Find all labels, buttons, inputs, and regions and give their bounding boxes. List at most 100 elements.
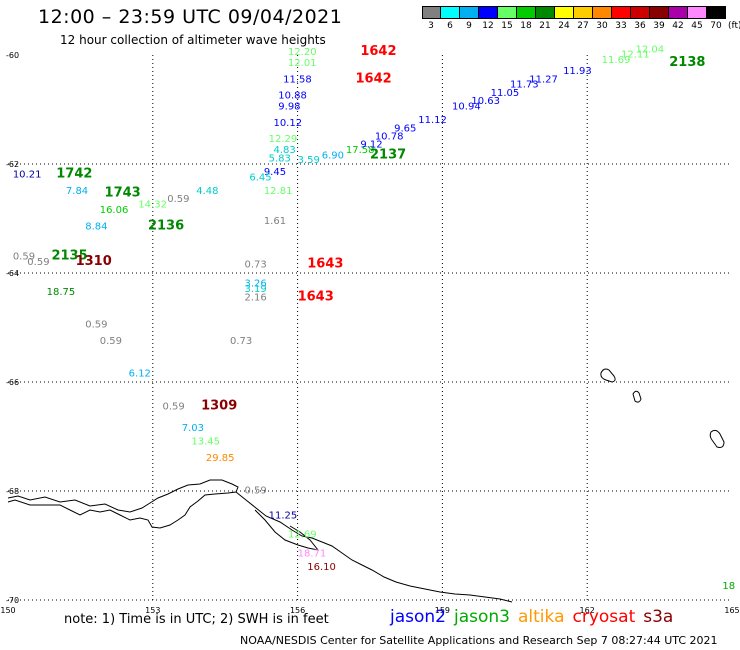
wave-height-label: 1.61 <box>264 216 286 227</box>
colorbar-label: 6 <box>447 21 453 31</box>
wave-height-label: 16.06 <box>100 205 129 216</box>
wave-height-label: 11.93 <box>563 66 592 77</box>
lat-tick-label: -66 <box>6 378 19 387</box>
wave-height-label: 13.45 <box>191 437 220 448</box>
colorbar-label: 9 <box>466 21 472 31</box>
colorbar-swatch <box>422 6 441 19</box>
pass-time-label: 1742 <box>56 167 92 182</box>
wave-height-label: 6.90 <box>322 151 344 162</box>
colorbar-swatch <box>593 6 612 19</box>
legend-jason3: jason3 <box>454 607 510 627</box>
colorbar-label: 39 <box>653 21 665 31</box>
satellite-legend: jason2 jason3 altika cryosat s3a <box>390 607 681 627</box>
wave-height-label: 11.12 <box>418 115 447 126</box>
colorbar-label: 45 <box>691 21 703 31</box>
lon-tick-label: 165 <box>724 606 739 615</box>
colorbar-label: 27 <box>577 21 589 31</box>
colorbar-label: 12 <box>482 21 494 31</box>
wave-height-label: 0.59 <box>100 336 122 347</box>
wave-height-label: 10.21 <box>13 170 42 181</box>
colorbar-label: 15 <box>501 21 513 31</box>
wave-height-label: 11.05 <box>491 88 520 99</box>
wave-height-label: 12.69 <box>288 529 317 540</box>
wave-height-label: 3.19 <box>245 284 267 295</box>
wave-height-label: 9.98 <box>278 102 300 113</box>
page-subtitle: 12 hour collection of altimeter wave hei… <box>60 33 326 47</box>
wave-height-label: 11.25 <box>269 510 298 521</box>
wave-height-label: 0.59 <box>245 486 267 497</box>
note-text: note: 1) Time is in UTC; 2) SWH is in fe… <box>64 612 329 627</box>
colorbar-swatch <box>574 6 593 19</box>
wave-height-label: 14.32 <box>138 200 167 211</box>
wave-height-label: 17.58 <box>346 145 375 156</box>
colorbar-swatch <box>669 6 688 19</box>
legend-cryosat: cryosat <box>572 607 636 627</box>
pass-time-label: 2137 <box>370 148 406 163</box>
coastline-inlet <box>254 509 320 551</box>
wave-height-label: 0.73 <box>245 260 267 271</box>
colorbar-swatch <box>555 6 574 19</box>
wave-height-label: 3.59 <box>298 155 320 166</box>
colorbar-swatch <box>631 6 650 19</box>
pass-time-label: 2136 <box>148 218 184 233</box>
island-3 <box>709 429 725 448</box>
pass-time-label: 1743 <box>105 186 141 201</box>
wave-height-label: 10.78 <box>375 131 404 142</box>
page-title: 12:00 – 23:59 UTC 09/04/2021 <box>38 6 343 28</box>
colorbar-swatch <box>536 6 555 19</box>
colorbar-swatch <box>612 6 631 19</box>
pass-time-label: 1642 <box>360 44 396 59</box>
credit-text: NOAA/NESDIS Center for Satellite Applica… <box>240 634 718 647</box>
map-grid: 150 153 156 159 162 165 -60 -62 -64 -66 -68 -70 <box>0 51 739 615</box>
wave-height-label: 12.20 <box>288 47 317 58</box>
wave-height-label: 9.12 <box>360 140 382 151</box>
legend-s3a: s3a <box>643 607 674 627</box>
colorbar-swatch <box>498 6 517 19</box>
legend-jason2: jason2 <box>390 607 446 627</box>
colorbar-swatch <box>460 6 479 19</box>
wave-height-label: 4.83 <box>273 145 295 156</box>
pass-time-label: 1310 <box>76 254 112 269</box>
wave-height-label: 11.58 <box>283 74 312 85</box>
wave-height-label: 6.12 <box>129 369 151 380</box>
lat-tick-label: -60 <box>6 51 19 60</box>
wave-height-label: 10.88 <box>278 91 307 102</box>
island-2 <box>632 390 642 403</box>
colorbar-swatch <box>441 6 460 19</box>
colorbar-swatch <box>479 6 498 19</box>
lon-tick-label: 162 <box>580 606 595 615</box>
colorbar-label: 36 <box>634 21 646 31</box>
wave-height-label: 0.59 <box>85 320 107 331</box>
coastline-peninsula <box>235 491 513 603</box>
wave-height-label: 4.48 <box>196 186 218 197</box>
wave-height-label: 29.85 <box>206 453 235 464</box>
colorbar-frame <box>422 6 726 19</box>
wave-height-label: 9.65 <box>394 123 416 134</box>
legend-altika: altika <box>518 607 565 627</box>
wave-height-label: 18 <box>722 581 735 592</box>
wave-height-label: 7.03 <box>182 423 204 434</box>
wave-height-label: 6.45 <box>249 172 271 183</box>
wave-height-label: 10.94 <box>452 102 481 113</box>
lon-tick-label: 150 <box>0 606 15 615</box>
wave-height-label: 0.73 <box>230 336 252 347</box>
lon-tick-label: 153 <box>145 606 160 615</box>
coastline <box>7 368 725 603</box>
wave-height-label: 2.16 <box>245 292 267 303</box>
colorbar-swatch <box>517 6 536 19</box>
lat-tick-label: -70 <box>6 596 19 605</box>
coastline-main <box>7 479 239 529</box>
pass-time-label: 1309 <box>201 398 237 413</box>
colorbar-swatch <box>650 6 669 19</box>
wave-height-label: 11.69 <box>602 55 631 66</box>
wave-height-label: 18.71 <box>298 548 327 559</box>
pass-time-label: 2135 <box>51 248 87 263</box>
wave-height-label: 0.59 <box>27 257 49 268</box>
wave-height-label: 3.26 <box>245 279 267 290</box>
wave-height-label: 0.59 <box>13 251 35 262</box>
wave-height-label: 10.63 <box>471 96 500 107</box>
lon-tick-label: 159 <box>435 606 450 615</box>
wave-height-label: 11.27 <box>529 74 558 85</box>
